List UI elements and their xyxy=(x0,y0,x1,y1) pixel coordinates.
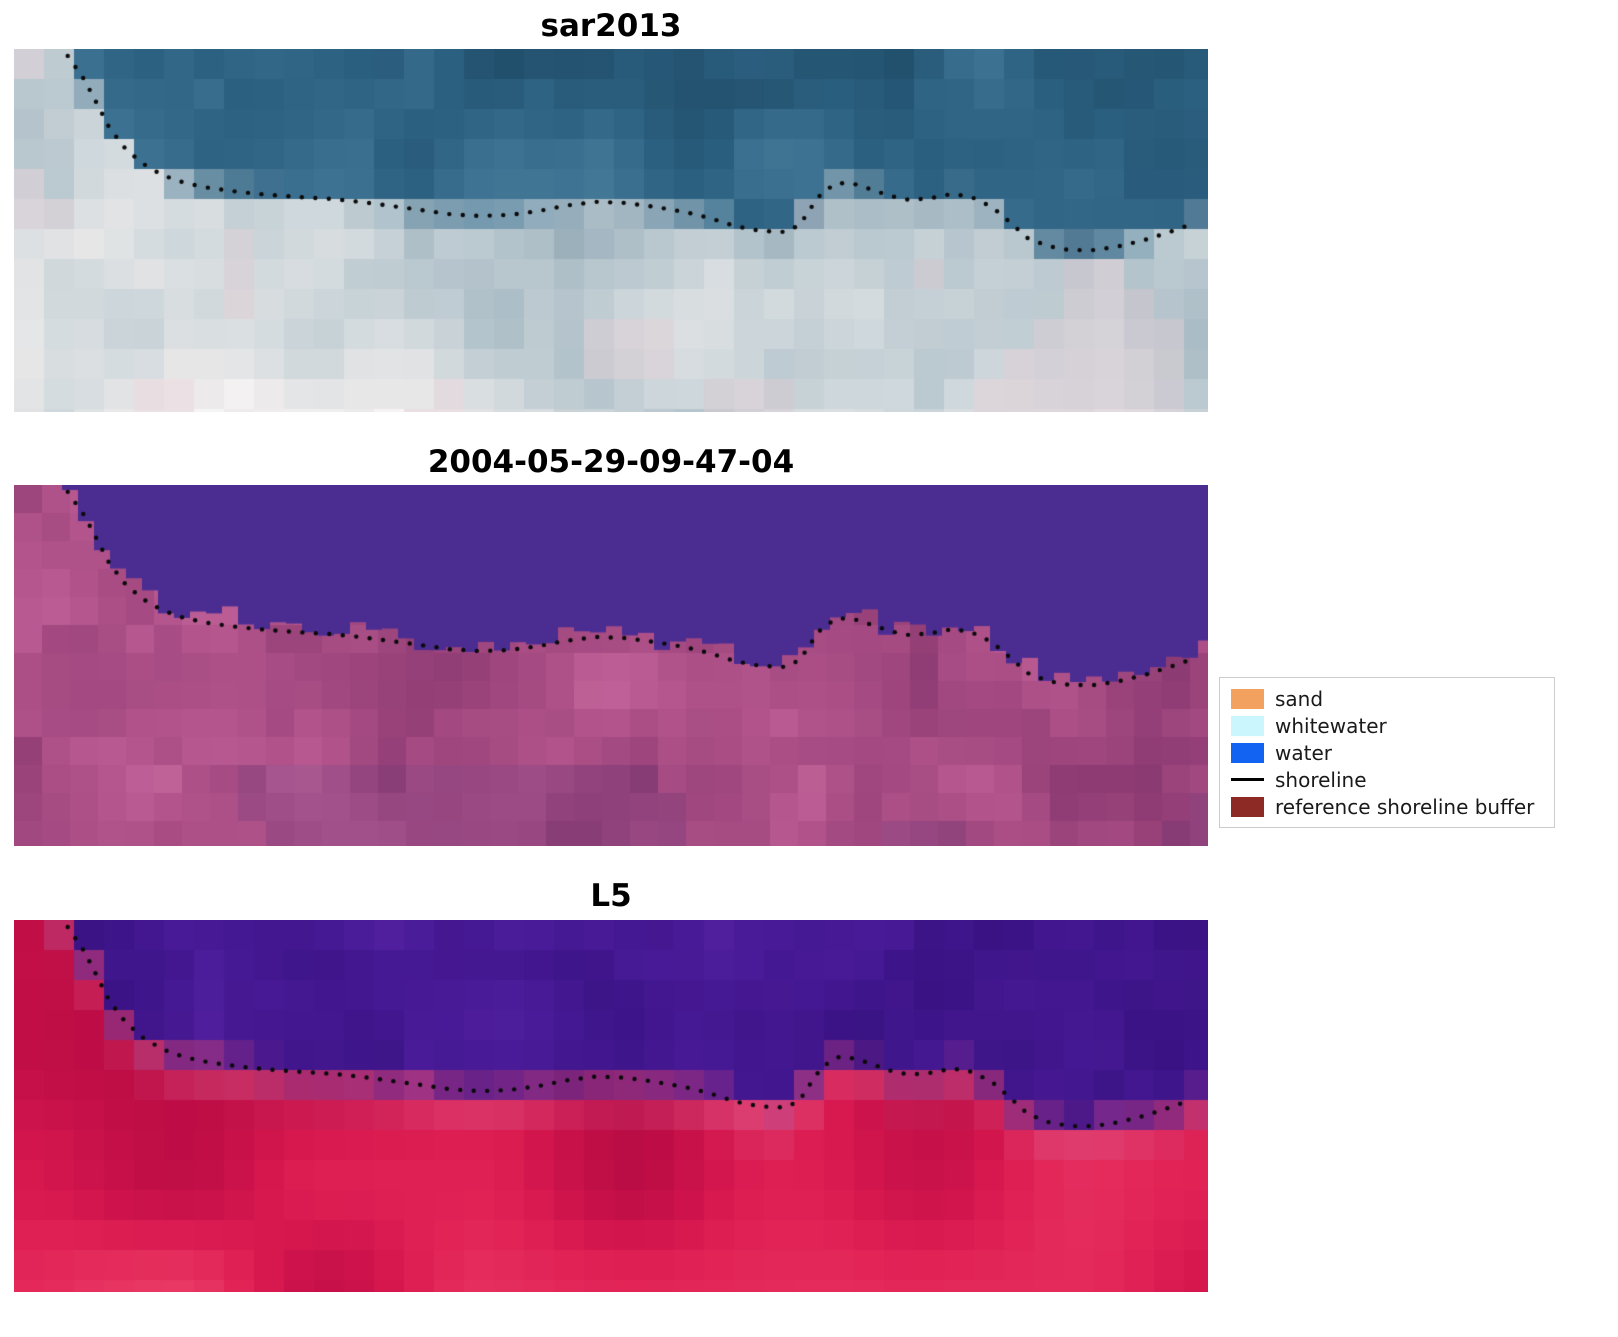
sand-swatch xyxy=(1231,688,1264,709)
panel-title-l5: L5 xyxy=(590,878,632,914)
whitewater-swatch xyxy=(1231,715,1264,736)
legend-item-reference-buffer: reference shoreline buffer xyxy=(1231,794,1543,819)
legend-label-sand: sand xyxy=(1275,686,1324,711)
shoreline-line-swatch xyxy=(1231,778,1264,781)
legend-item-whitewater: whitewater xyxy=(1231,713,1543,738)
legend-item-water: water xyxy=(1231,740,1543,765)
panel-image-l5 xyxy=(14,920,1208,1292)
legend-label-whitewater: whitewater xyxy=(1275,713,1387,738)
panel-image-sar2013 xyxy=(14,49,1208,412)
panel-title-classified-date: 2004-05-29-09-47-04 xyxy=(427,444,795,480)
legend-label-shoreline: shoreline xyxy=(1275,767,1367,792)
panel-image-classified xyxy=(14,485,1208,846)
reference-buffer-swatch xyxy=(1231,796,1264,817)
panel-title-sar2013: sar2013 xyxy=(540,8,682,44)
legend: sand whitewater water shoreline referenc… xyxy=(1219,677,1555,828)
legend-item-sand: sand xyxy=(1231,686,1543,711)
water-swatch xyxy=(1231,742,1264,763)
legend-item-shoreline: shoreline xyxy=(1231,767,1543,792)
legend-label-reference-buffer: reference shoreline buffer xyxy=(1275,794,1535,819)
legend-label-water: water xyxy=(1275,740,1332,765)
